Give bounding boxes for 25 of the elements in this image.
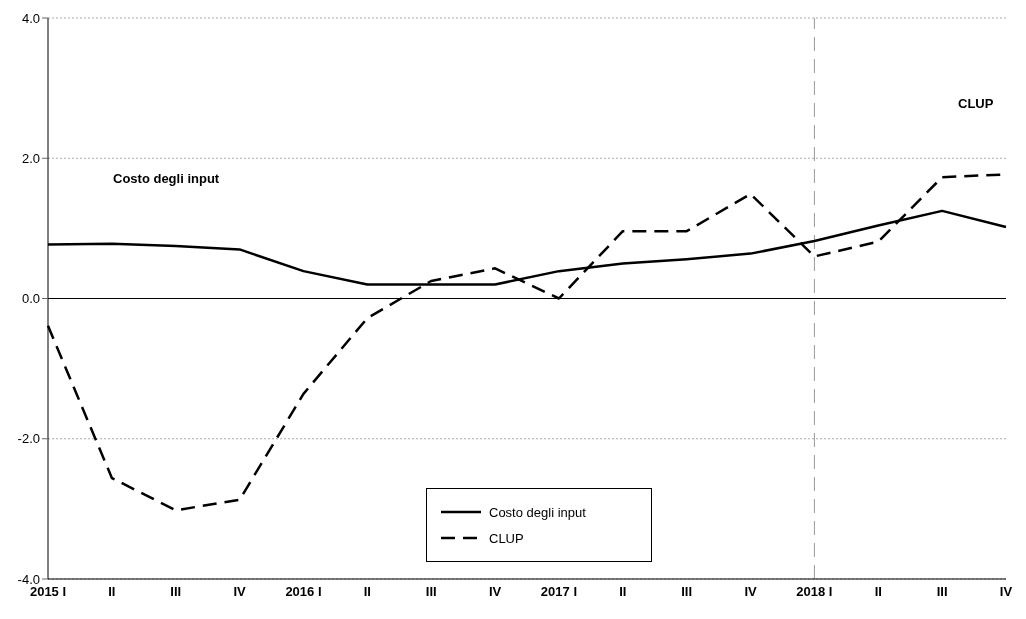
- y-tick-label: -4.0: [17, 571, 40, 587]
- x-tick-label: III: [170, 584, 182, 600]
- y-tick-label: -2.0: [17, 431, 40, 447]
- x-tick-label: II: [363, 584, 371, 600]
- x-tick-label: IV: [233, 584, 247, 600]
- y-tick-label: 2.0: [21, 150, 40, 166]
- legend-label: CLUP: [489, 530, 524, 546]
- x-tick-label: IV: [999, 584, 1013, 600]
- x-tick-label: II: [874, 584, 882, 600]
- x-tick-label: III: [936, 584, 948, 600]
- legend-label: Costo degli input: [489, 504, 586, 520]
- x-tick-label: IV: [488, 584, 502, 600]
- x-tick-label: 2015 I: [29, 584, 67, 600]
- annotation: CLUP: [958, 96, 994, 111]
- x-tick-label: 2018 I: [796, 584, 833, 600]
- x-tick-label: III: [681, 584, 693, 600]
- x-tick-label: IV: [744, 584, 757, 600]
- annotation: Costo degli input: [113, 171, 220, 186]
- x-tick-label: 2017 I: [540, 584, 578, 600]
- x-tick-label: II: [619, 584, 627, 600]
- x-tick-label: III: [425, 584, 437, 600]
- x-tick-label: II: [108, 584, 116, 600]
- y-tick-label: 4.0: [21, 10, 40, 26]
- x-tick-label: 2016 I: [285, 584, 322, 600]
- y-tick-label: 0.0: [21, 291, 40, 307]
